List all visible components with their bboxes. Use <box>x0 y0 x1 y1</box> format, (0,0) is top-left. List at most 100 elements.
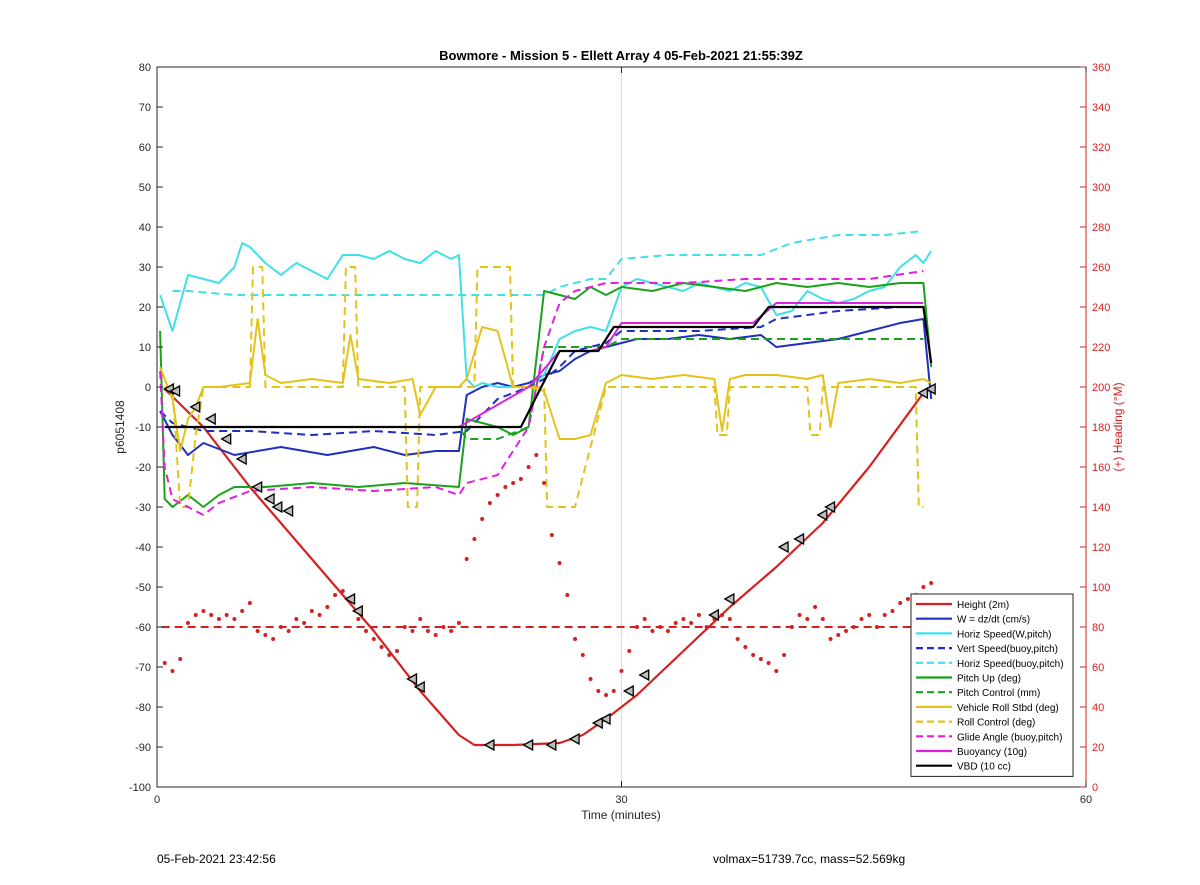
heading-point <box>402 625 407 629</box>
series-roll-control-deg <box>164 266 924 508</box>
dive-marker <box>220 432 232 446</box>
y2-tick-label: 20 <box>1092 742 1104 754</box>
legend-label: Pitch Control (mm) <box>957 688 1040 699</box>
heading-point <box>511 481 516 485</box>
x-tick-label: 0 <box>154 794 160 806</box>
heading-point <box>766 661 771 665</box>
series-vbd-10-cc <box>164 305 933 429</box>
y2-tick-label: 140 <box>1092 502 1110 514</box>
x-axis-label: Time (minutes) <box>581 808 661 822</box>
heading-point <box>309 609 314 613</box>
y2-tick-label: 200 <box>1092 382 1110 394</box>
heading-point <box>743 645 748 649</box>
legend-label: Buoyancy (10g) <box>957 747 1027 758</box>
y-tick-label: 30 <box>139 262 151 274</box>
y2-tick-label: 340 <box>1092 102 1110 114</box>
y-tick-label: -10 <box>135 422 151 434</box>
heading-point <box>232 617 237 621</box>
heading-point <box>302 621 307 625</box>
dive-marker <box>622 684 634 698</box>
heading-point <box>634 625 639 629</box>
heading-point <box>433 633 438 637</box>
y2-axis-label: (+) Heading (°M) <box>1111 382 1125 471</box>
footer-timestamp: 05-Feb-2021 23:42:56 <box>157 852 276 866</box>
y-axis-label: p6051408 <box>113 400 127 454</box>
dive-marker <box>251 480 263 494</box>
heading-point <box>487 501 492 505</box>
heading-point <box>596 689 601 693</box>
heading-point <box>456 621 461 625</box>
heading-point <box>410 629 415 633</box>
heading-point <box>549 533 554 537</box>
heading-point <box>441 625 446 629</box>
y2-tick-label: 220 <box>1092 342 1110 354</box>
heading-point <box>162 661 167 665</box>
heading-point <box>828 637 833 641</box>
dive-marker <box>263 492 275 506</box>
dive-marker <box>816 508 828 522</box>
dive-marker <box>169 384 181 398</box>
series-pitch-up-deg <box>159 282 933 508</box>
heading-point <box>820 617 825 621</box>
heading-point <box>364 629 369 633</box>
series-vert-speed-buoy-pitch <box>159 306 924 436</box>
heading-point <box>418 617 423 621</box>
heading-point <box>518 477 523 481</box>
y-tick-label: -90 <box>135 742 151 754</box>
axes: -100-90-80-70-60-50-40-30-20-10010203040… <box>129 62 1110 806</box>
heading-point <box>193 613 198 617</box>
dive-marker <box>777 540 789 554</box>
y-tick-label: -80 <box>135 702 151 714</box>
heading-point <box>851 625 856 629</box>
heading-point <box>673 621 678 625</box>
y2-tick-label: 180 <box>1092 422 1110 434</box>
y-tick-label: -60 <box>135 622 151 634</box>
dive-marker <box>344 592 356 606</box>
heading-point <box>681 617 686 621</box>
y2-tick-label: 280 <box>1092 222 1110 234</box>
y-tick-label: 80 <box>139 62 151 74</box>
x-tick-label: 30 <box>615 794 627 806</box>
heading-point <box>797 613 802 617</box>
heading-point <box>758 657 763 661</box>
heading-point <box>480 517 485 521</box>
y-tick-label: 50 <box>139 182 151 194</box>
y-tick-label: -30 <box>135 502 151 514</box>
heading-point <box>789 625 794 629</box>
y-tick-label: 20 <box>139 302 151 314</box>
y2-tick-label: 240 <box>1092 302 1110 314</box>
legend: Height (2m) W = dz/dt (cm/s) Horiz Speed(W… <box>910 593 1074 777</box>
y-tick-label: 40 <box>139 222 151 234</box>
heading-point <box>859 617 864 621</box>
heading-point <box>844 629 849 633</box>
y-tick-label: 10 <box>139 342 151 354</box>
x-tick-label: 60 <box>1080 794 1092 806</box>
legend-label: Height (2m) <box>957 600 1009 611</box>
heading-point <box>170 669 175 673</box>
dive-marker <box>282 504 294 518</box>
heading-point <box>905 597 910 601</box>
heading-point <box>247 601 252 605</box>
heading-point <box>526 465 531 469</box>
footer-vehicle-info: volmax=51739.7cc, mass=52.569kg <box>713 852 906 866</box>
heading-point <box>874 625 879 629</box>
heading-point <box>565 593 570 597</box>
legend-label: VBD (10 cc) <box>957 762 1011 773</box>
y-tick-label: 60 <box>139 142 151 154</box>
heading-point <box>735 637 740 641</box>
legend-label: Vert Speed(buoy,pitch) <box>957 644 1058 655</box>
series-glide-angle-buoy-pitch <box>159 270 924 516</box>
heading-point <box>503 485 508 489</box>
heading-point <box>704 625 709 629</box>
y2-tick-label: 80 <box>1092 622 1104 634</box>
y2-tick-label: 300 <box>1092 182 1110 194</box>
heading-point <box>619 669 624 673</box>
heading-point <box>271 637 276 641</box>
heading-point <box>325 605 330 609</box>
heading-point <box>650 629 655 633</box>
dive-marker <box>189 400 201 414</box>
dive-marker <box>723 592 735 606</box>
heading-point <box>333 593 338 597</box>
heading-point <box>263 633 268 637</box>
